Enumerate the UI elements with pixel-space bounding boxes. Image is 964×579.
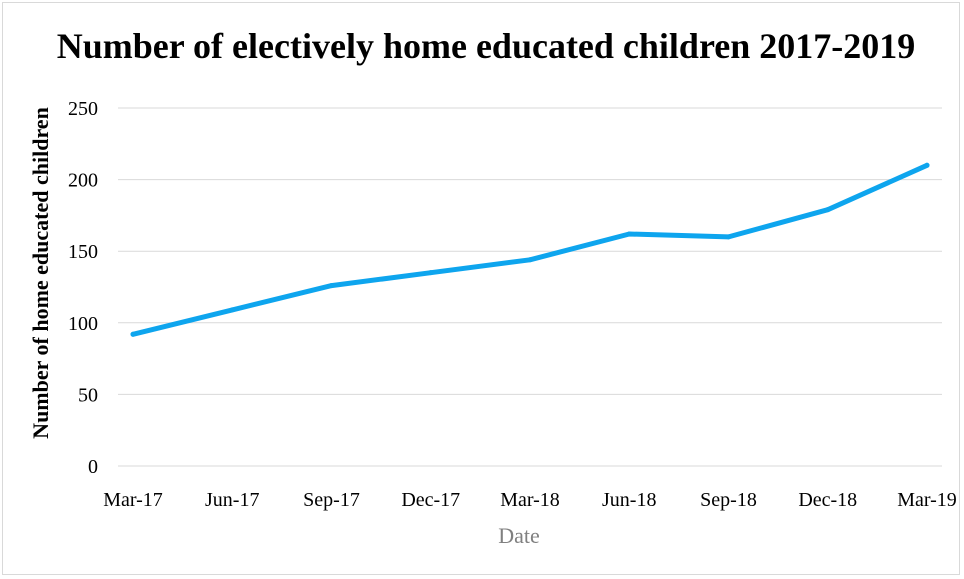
x-tick-label: Mar-18: [500, 489, 560, 511]
y-tick-label: 100: [68, 313, 98, 335]
gridlines: [118, 107, 942, 467]
x-tick-label: Dec-17: [401, 489, 460, 511]
x-axis-label: Date: [498, 523, 540, 548]
y-tick-label: 0: [88, 456, 98, 478]
data-point: [130, 331, 136, 337]
data-point: [329, 283, 334, 289]
y-tick-label: 150: [68, 241, 98, 263]
x-tick-label: Jun-18: [602, 489, 656, 511]
x-tick-label: Mar-19: [897, 489, 957, 511]
data-point: [428, 270, 434, 276]
data-point: [626, 231, 632, 237]
x-tick-label: Sep-18: [700, 489, 757, 511]
data-point: [726, 234, 731, 240]
x-tick-label: Jun-17: [205, 489, 259, 511]
y-axis-label: Number of home educated children: [28, 107, 53, 439]
series-line: [130, 162, 930, 337]
data-point: [527, 257, 533, 263]
x-tick-label: Sep-17: [303, 489, 360, 511]
x-tick-label: Dec-18: [798, 489, 857, 511]
data-point: [924, 162, 930, 168]
y-tick-label: 250: [68, 98, 98, 120]
chart-title: Number of electively home educated child…: [57, 26, 916, 66]
y-tick-label: 50: [78, 384, 98, 406]
y-tick-label: 200: [68, 170, 98, 192]
data-point: [825, 207, 831, 213]
x-tick-label: Mar-17: [103, 489, 163, 511]
y-axis-ticks: 0 50 100 150 200 250: [68, 98, 98, 478]
series-layer: [130, 162, 930, 337]
x-axis-ticks: Mar-17 Jun-17 Sep-17 Dec-17 Mar-18 Jun-18 Sep-…: [103, 489, 957, 511]
data-point: [229, 307, 235, 313]
